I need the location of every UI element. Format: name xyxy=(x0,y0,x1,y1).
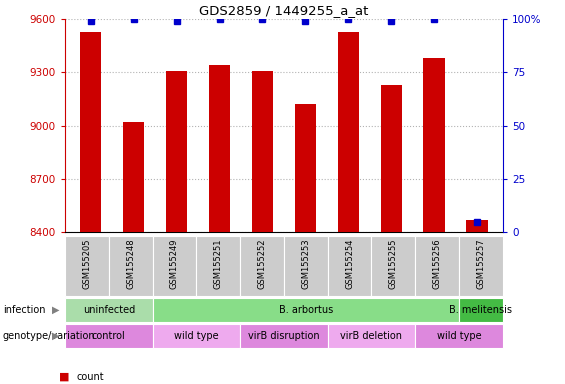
Text: genotype/variation: genotype/variation xyxy=(3,331,95,341)
Bar xyxy=(380,85,402,232)
Text: count: count xyxy=(76,372,104,382)
Text: GSM155257: GSM155257 xyxy=(476,238,485,289)
Text: uninfected: uninfected xyxy=(82,305,135,315)
Bar xyxy=(252,71,273,232)
Text: virB deletion: virB deletion xyxy=(341,331,402,341)
Bar xyxy=(423,58,445,232)
Bar xyxy=(209,65,231,232)
Text: GSM155254: GSM155254 xyxy=(345,238,354,289)
Bar xyxy=(294,104,316,232)
Bar xyxy=(337,31,359,232)
Text: GSM155253: GSM155253 xyxy=(301,238,310,289)
Bar xyxy=(166,71,188,232)
Text: ■: ■ xyxy=(59,372,70,382)
Text: GSM155205: GSM155205 xyxy=(82,238,92,289)
Text: wild type: wild type xyxy=(437,331,481,341)
Text: B. arbortus: B. arbortus xyxy=(279,305,333,315)
Text: ▶: ▶ xyxy=(51,331,59,341)
Bar xyxy=(80,31,102,232)
Text: GSM155256: GSM155256 xyxy=(433,238,442,289)
Text: ▶: ▶ xyxy=(51,305,59,315)
Text: GSM155252: GSM155252 xyxy=(258,238,267,289)
Text: GSM155248: GSM155248 xyxy=(126,238,135,289)
Text: GSM155251: GSM155251 xyxy=(214,238,223,289)
Text: infection: infection xyxy=(3,305,45,315)
Bar xyxy=(123,122,145,232)
Bar xyxy=(466,220,488,232)
Text: GSM155249: GSM155249 xyxy=(170,238,179,289)
Text: B. melitensis: B. melitensis xyxy=(449,305,512,315)
Text: control: control xyxy=(92,331,125,341)
Text: virB disruption: virB disruption xyxy=(248,331,320,341)
Text: GSM155255: GSM155255 xyxy=(389,238,398,289)
Title: GDS2859 / 1449255_a_at: GDS2859 / 1449255_a_at xyxy=(199,3,368,17)
Text: wild type: wild type xyxy=(174,331,219,341)
